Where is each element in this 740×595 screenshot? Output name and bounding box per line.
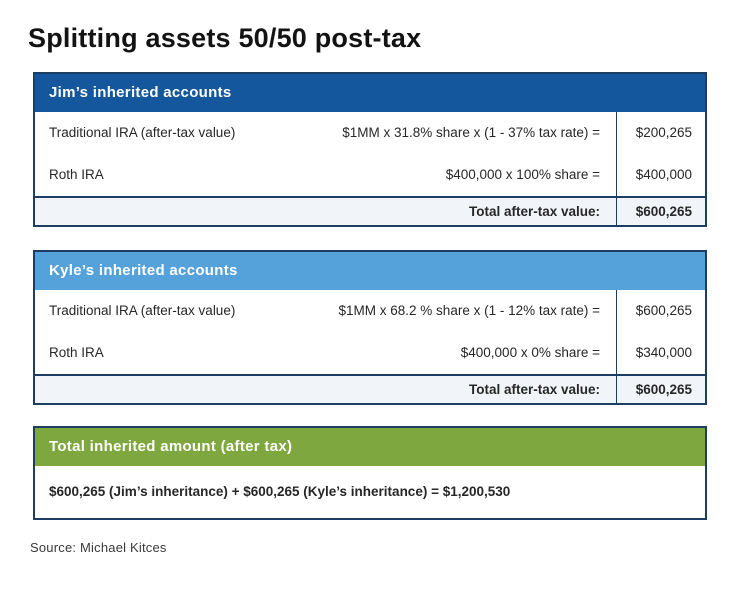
- total-label: Total after-tax value:: [468, 203, 600, 219]
- kyle-table-title: Kyle’s inherited accounts: [49, 262, 238, 280]
- row-formula: $400,000 x 0% share =: [460, 345, 600, 361]
- kyle-table-header: Kyle’s inherited accounts: [35, 251, 705, 290]
- source-attribution: Source: Michael Kitces: [30, 539, 167, 555]
- table-row: Traditional IRA (after-tax value) $1MM x…: [35, 111, 705, 154]
- row-label: Roth IRA: [49, 345, 104, 361]
- row-label: Roth IRA: [49, 167, 104, 183]
- table-row: Traditional IRA (after-tax value) $1MM x…: [35, 289, 705, 332]
- row-label: Traditional IRA (after-tax value): [49, 303, 236, 319]
- row-value: $200,265: [616, 111, 705, 154]
- total-table-header: Total inherited amount (after tax): [35, 427, 705, 466]
- table-row: Roth IRA $400,000 x 0% share = $340,000: [35, 331, 705, 374]
- row-formula: $400,000 x 100% share =: [445, 167, 600, 183]
- kyle-accounts-table: Kyle’s inherited accounts Traditional IR…: [33, 249, 707, 405]
- row-label: Traditional IRA (after-tax value): [49, 125, 236, 141]
- row-formula: $1MM x 31.8% share x (1 - 37% tax rate) …: [342, 125, 600, 141]
- table-row: Roth IRA $400,000 x 100% share = $400,00…: [35, 153, 705, 196]
- total-row: Total after-tax value: $600,265: [35, 373, 705, 403]
- row-formula: $1MM x 68.2 % share x (1 - 12% tax rate)…: [338, 303, 600, 319]
- jim-table-title: Jim’s inherited accounts: [49, 84, 232, 102]
- jim-table-header: Jim’s inherited accounts: [35, 73, 705, 112]
- grand-total-formula: $600,265 (Jim’s inheritance) + $600,265 …: [49, 484, 511, 500]
- total-label: Total after-tax value:: [468, 381, 600, 397]
- total-inherited-table: Total inherited amount (after tax) $600,…: [33, 425, 707, 520]
- page-title: Splitting assets 50/50 post-tax: [28, 23, 422, 53]
- jim-accounts-table: Jim’s inherited accounts Traditional IRA…: [33, 71, 707, 227]
- total-row: Total after-tax value: $600,265: [35, 195, 705, 225]
- row-value: $600,265: [616, 289, 705, 332]
- row-value: $340,000: [616, 331, 705, 374]
- total-table-title: Total inherited amount (after tax): [49, 438, 293, 456]
- row-value: $400,000: [616, 153, 705, 196]
- total-value: $600,265: [616, 197, 705, 225]
- total-value: $600,265: [616, 375, 705, 403]
